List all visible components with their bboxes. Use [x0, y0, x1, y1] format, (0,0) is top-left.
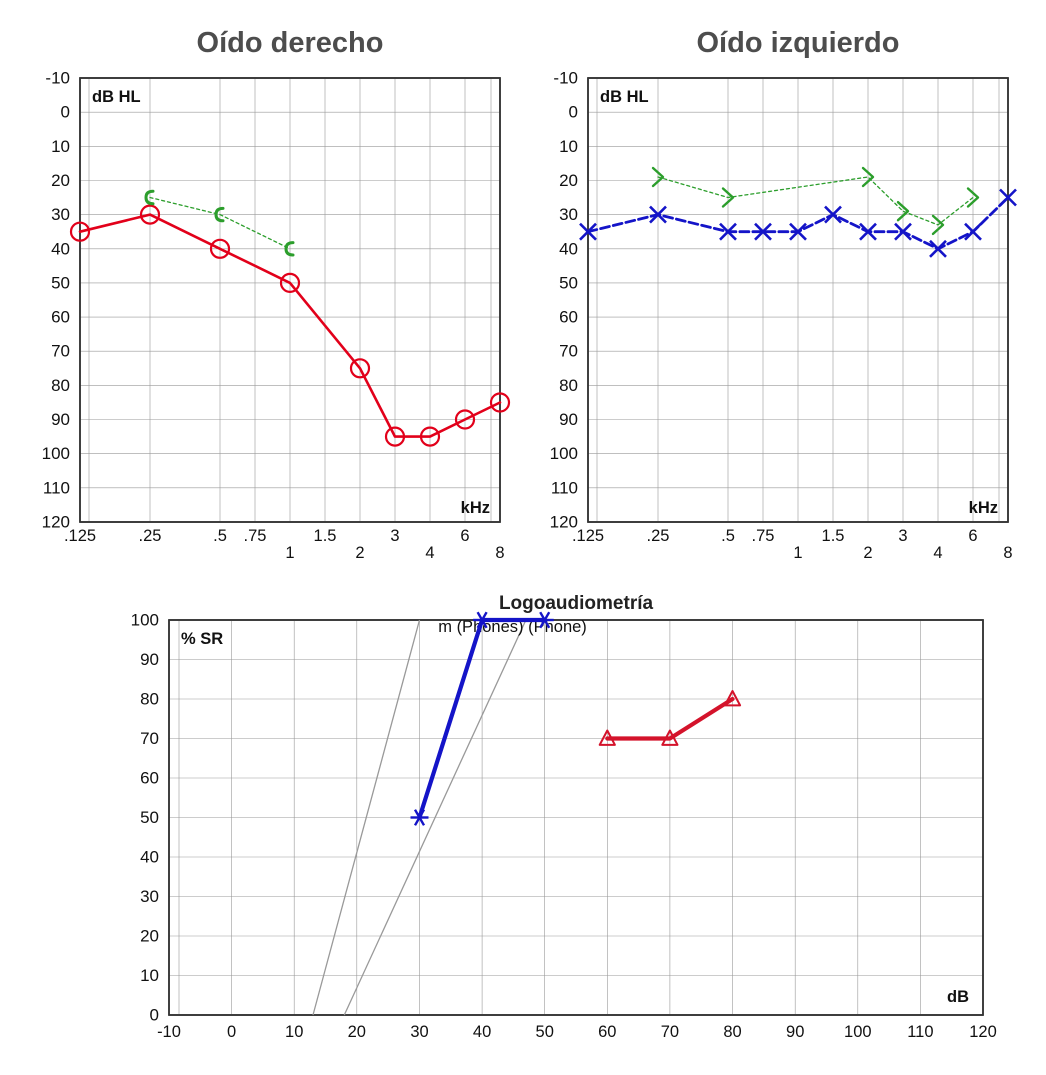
svg-text:10: 10 — [140, 966, 159, 985]
svg-text:110: 110 — [907, 1023, 933, 1041]
svg-text:.125: .125 — [572, 527, 604, 545]
svg-text:70: 70 — [140, 729, 159, 748]
svg-text:0: 0 — [150, 1006, 159, 1025]
svg-text:40: 40 — [473, 1023, 491, 1041]
svg-text:60: 60 — [559, 308, 578, 327]
svg-text:1: 1 — [285, 544, 294, 562]
svg-text:100: 100 — [844, 1023, 872, 1041]
svg-text:kHz: kHz — [969, 499, 998, 517]
svg-text:50: 50 — [51, 273, 70, 292]
svg-text:20: 20 — [51, 171, 70, 190]
svg-text:2: 2 — [863, 544, 872, 562]
svg-text:70: 70 — [661, 1023, 679, 1041]
svg-text:90: 90 — [786, 1023, 804, 1041]
svg-text:-10: -10 — [553, 69, 578, 88]
svg-text:10: 10 — [559, 137, 578, 156]
svg-text:dB HL: dB HL — [600, 88, 649, 106]
svg-text:Logoaudiometría: Logoaudiometría — [499, 593, 654, 614]
svg-text:.5: .5 — [213, 527, 227, 545]
svg-text:30: 30 — [410, 1023, 428, 1041]
svg-text:30: 30 — [51, 205, 70, 224]
svg-text:20: 20 — [348, 1023, 366, 1041]
svg-text:0: 0 — [569, 103, 578, 122]
svg-text:1.5: 1.5 — [314, 527, 337, 545]
svg-text:80: 80 — [140, 690, 159, 709]
svg-text:110: 110 — [551, 478, 578, 497]
svg-text:20: 20 — [140, 927, 159, 946]
svg-text:10: 10 — [51, 137, 70, 156]
svg-text:70: 70 — [559, 342, 578, 361]
svg-text:80: 80 — [51, 376, 70, 395]
svg-text:60: 60 — [140, 769, 159, 788]
svg-text:30: 30 — [559, 205, 578, 224]
svg-text:.75: .75 — [752, 527, 775, 545]
svg-text:.75: .75 — [244, 527, 267, 545]
svg-text:100: 100 — [42, 444, 70, 463]
svg-text:Oído derecho: Oído derecho — [197, 27, 384, 59]
svg-text:100: 100 — [131, 611, 159, 630]
svg-text:1: 1 — [793, 544, 802, 562]
svg-text:.5: .5 — [721, 527, 735, 545]
svg-text:8: 8 — [495, 544, 504, 562]
svg-text:80: 80 — [559, 376, 578, 395]
svg-text:kHz: kHz — [461, 499, 490, 517]
svg-text:50: 50 — [140, 808, 159, 827]
svg-text:90: 90 — [51, 410, 70, 429]
svg-text:40: 40 — [51, 239, 70, 258]
svg-text:Oído izquierdo: Oído izquierdo — [697, 27, 900, 59]
svg-text:30: 30 — [140, 887, 159, 906]
svg-text:6: 6 — [460, 527, 469, 545]
svg-text:3: 3 — [898, 527, 907, 545]
svg-text:8: 8 — [1003, 544, 1012, 562]
svg-text:% SR: % SR — [181, 630, 223, 648]
svg-text:0: 0 — [227, 1023, 236, 1041]
svg-text:3: 3 — [390, 527, 399, 545]
svg-text:120: 120 — [969, 1023, 997, 1041]
svg-text:50: 50 — [536, 1023, 554, 1041]
svg-text:110: 110 — [43, 478, 70, 497]
svg-text:4: 4 — [933, 544, 942, 562]
svg-text:60: 60 — [51, 308, 70, 327]
svg-text:1.5: 1.5 — [822, 527, 845, 545]
svg-text:10: 10 — [285, 1023, 303, 1041]
svg-text:.25: .25 — [139, 527, 162, 545]
svg-text:4: 4 — [425, 544, 434, 562]
svg-text:70: 70 — [51, 342, 70, 361]
svg-text:dB HL: dB HL — [92, 88, 141, 106]
svg-text:-10: -10 — [45, 69, 70, 88]
svg-text:-10: -10 — [157, 1023, 181, 1041]
svg-text:.25: .25 — [647, 527, 670, 545]
svg-text:dB: dB — [947, 988, 969, 1006]
svg-text:100: 100 — [550, 444, 578, 463]
svg-text:40: 40 — [140, 848, 159, 867]
svg-text:90: 90 — [559, 410, 578, 429]
svg-text:20: 20 — [559, 171, 578, 190]
svg-text:.125: .125 — [64, 527, 96, 545]
svg-text:6: 6 — [968, 527, 977, 545]
svg-text:80: 80 — [723, 1023, 741, 1041]
svg-text:90: 90 — [140, 650, 159, 669]
svg-text:0: 0 — [61, 103, 70, 122]
svg-text:50: 50 — [559, 273, 578, 292]
svg-text:2: 2 — [355, 544, 364, 562]
svg-text:40: 40 — [559, 239, 578, 258]
svg-text:60: 60 — [598, 1023, 616, 1041]
